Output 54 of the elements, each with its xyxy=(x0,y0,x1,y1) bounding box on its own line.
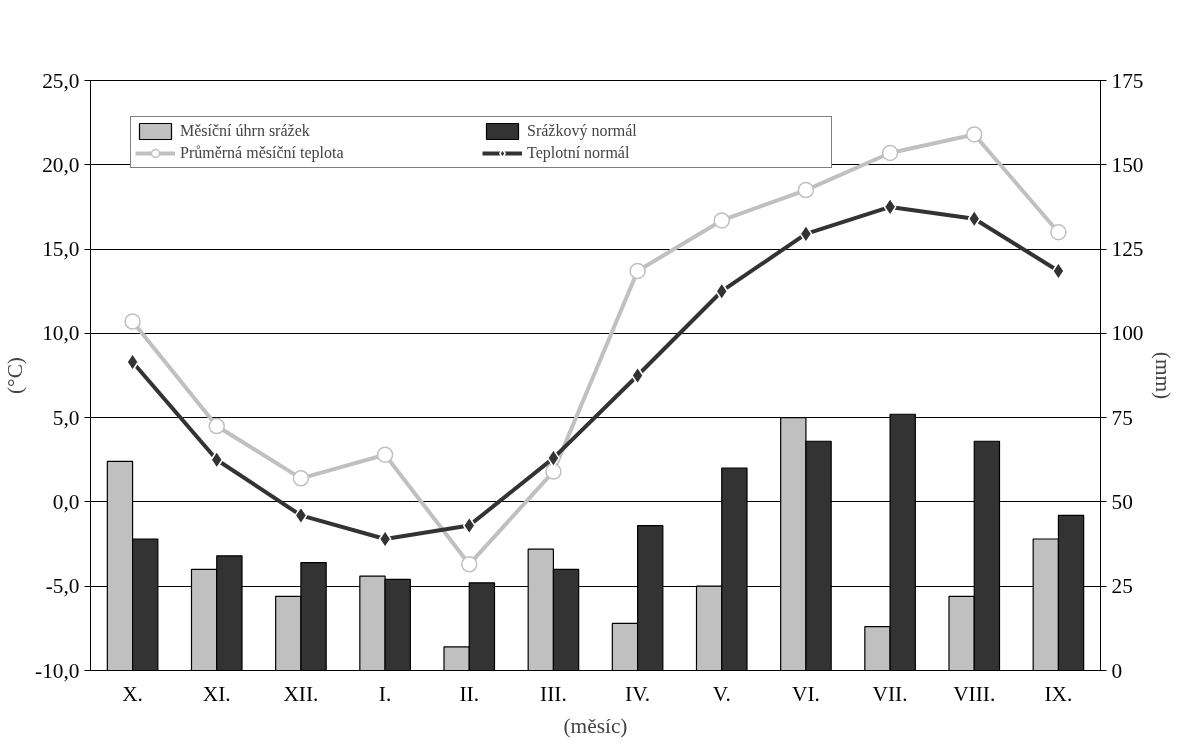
point xyxy=(124,313,141,330)
point xyxy=(210,450,224,470)
x-tick-label: VIII. xyxy=(953,681,996,706)
y2-tick-label: 50 xyxy=(1111,489,1133,514)
x-tick-label: II. xyxy=(459,681,480,706)
y2-axis-title: (mm) xyxy=(1151,351,1176,400)
x-tick-label: XI. xyxy=(202,681,231,706)
point xyxy=(462,516,476,535)
point xyxy=(461,556,478,573)
y2-tick-label: 25 xyxy=(1111,574,1133,599)
y-tick-label: -10,0 xyxy=(35,658,80,683)
x-tick-label: VII. xyxy=(872,681,908,706)
x-tick-label: VI. xyxy=(792,681,820,706)
y2-tick-label: 125 xyxy=(1111,237,1144,262)
y2-tick-label: 175 xyxy=(1111,68,1144,93)
point xyxy=(545,463,562,480)
point xyxy=(713,212,730,229)
point xyxy=(799,224,813,244)
point xyxy=(1050,223,1067,241)
legend-label: Teplotní normál xyxy=(527,144,631,162)
x-tick-label: I. xyxy=(378,681,392,706)
y-tick-label: 20,0 xyxy=(42,152,80,177)
x-tick-label: V. xyxy=(712,681,731,706)
point xyxy=(883,197,897,217)
point xyxy=(715,281,729,301)
x-tick-label: IX. xyxy=(1044,681,1073,706)
legend-label: Měsíční úhrn srážek xyxy=(180,122,311,140)
legend-label: Průměrná měsíční teplota xyxy=(180,144,345,162)
y-tick-label: 15,0 xyxy=(42,237,80,262)
x-tick-label: XII. xyxy=(283,681,319,706)
y-tick-label: 10,0 xyxy=(42,321,80,346)
point xyxy=(629,262,646,280)
point xyxy=(966,126,983,143)
y2-tick-label: 75 xyxy=(1111,405,1133,430)
point xyxy=(378,529,392,549)
x-tick-label: III. xyxy=(540,681,567,706)
x-tick-label: IV. xyxy=(625,681,651,706)
point xyxy=(881,144,899,162)
y-tick-label: 25,0 xyxy=(42,68,80,93)
y-tick-label: 5,0 xyxy=(52,405,80,430)
x-axis-title: (měsíc) xyxy=(563,713,628,738)
y2-tick-label: 100 xyxy=(1111,321,1144,346)
y-axis-title: (°C) xyxy=(3,357,28,394)
legend-label: Srážkový normál xyxy=(527,122,638,140)
point xyxy=(967,209,981,228)
y-tick-label: 0,0 xyxy=(52,489,80,514)
x-tick-label: X. xyxy=(122,681,143,706)
point xyxy=(376,446,394,463)
y2-tick-label: 0 xyxy=(1111,658,1123,683)
y-tick-label: -5,0 xyxy=(45,574,80,599)
point xyxy=(292,470,310,487)
point xyxy=(797,181,815,199)
point xyxy=(208,417,225,435)
y2-tick-label: 150 xyxy=(1111,152,1144,177)
